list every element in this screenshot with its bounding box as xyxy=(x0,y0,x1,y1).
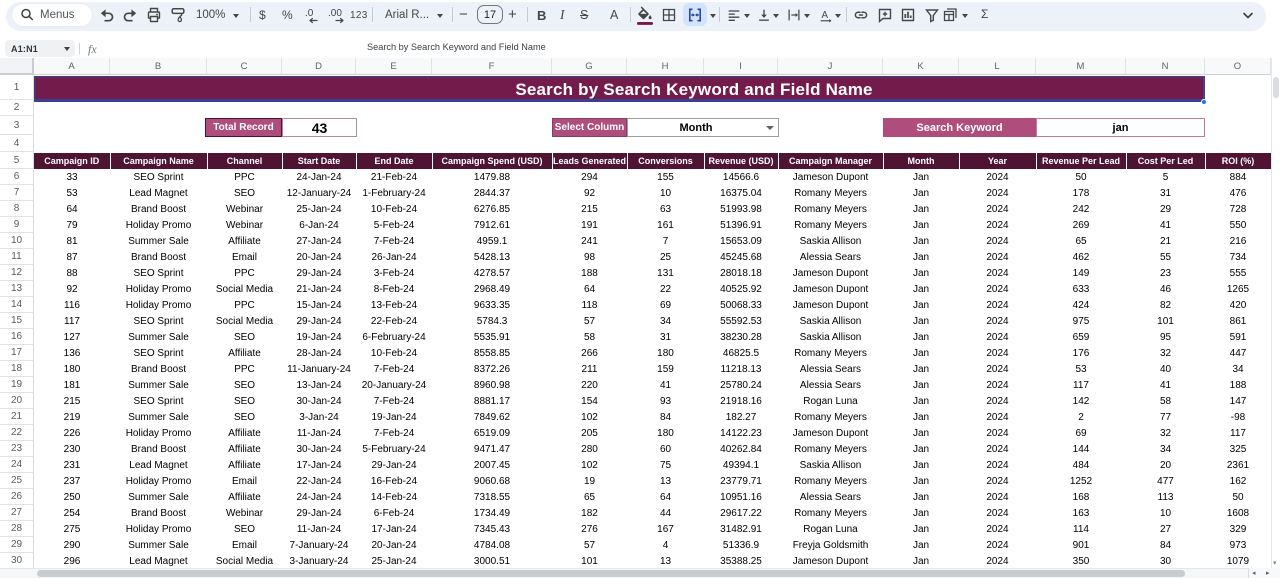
svg-text:A: A xyxy=(822,10,829,21)
svg-text:.00: .00 xyxy=(328,8,342,19)
svg-text:.0: .0 xyxy=(305,8,314,19)
